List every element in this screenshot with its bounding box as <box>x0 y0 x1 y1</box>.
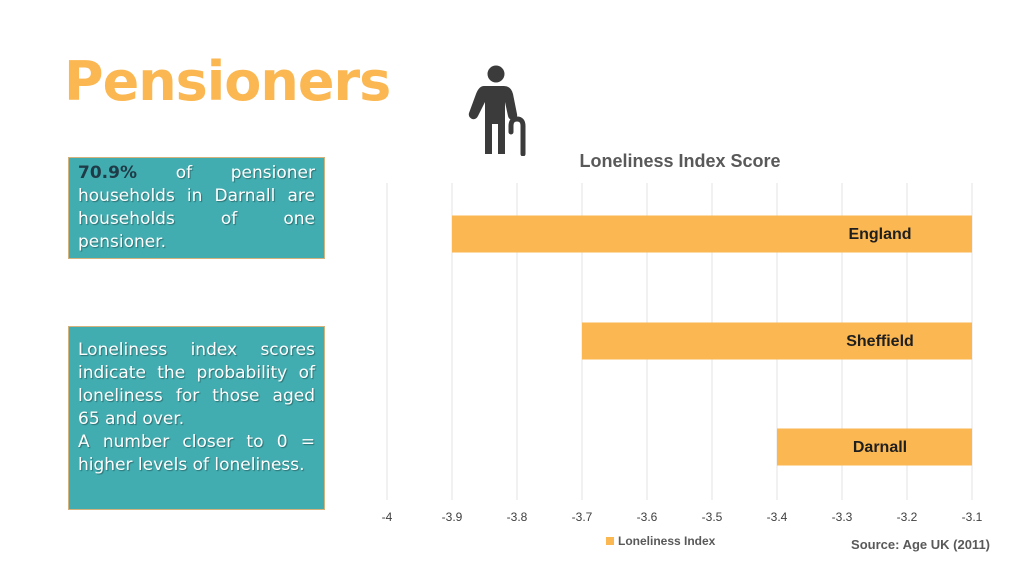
bar <box>582 322 972 360</box>
x-tick-label: -3.7 <box>572 510 593 524</box>
pensioner-households-info-box: 70.9% of pensioner households in Darnall… <box>68 157 325 259</box>
elderly-person-with-cane-icon <box>468 65 526 156</box>
bar-category-label: Sheffield <box>846 333 914 350</box>
source-note: Source: Age UK (2011) <box>851 537 990 552</box>
bar-category-label: Darnall <box>853 439 907 456</box>
bar-category-label: England <box>848 226 911 243</box>
legend-swatch <box>606 537 614 545</box>
x-tick-label: -3.8 <box>507 510 528 524</box>
x-tick-label: -4 <box>382 510 393 524</box>
x-tick-label: -3.6 <box>637 510 658 524</box>
loneliness-explanation-text: Loneliness index scores indicate the pro… <box>78 340 315 429</box>
bar <box>452 215 972 253</box>
chart-title: Loneliness Index Score <box>579 151 781 171</box>
x-tick-label: -3.9 <box>442 510 463 524</box>
loneliness-interpretation-text: A number closer to 0 = higher levels of … <box>78 432 315 475</box>
legend-label: Loneliness Index <box>618 534 716 548</box>
pensioner-percentage: 70.9% <box>78 163 137 183</box>
x-tick-label: -3.4 <box>767 510 788 524</box>
x-tick-label: -3.1 <box>962 510 983 524</box>
bar <box>777 428 972 466</box>
page-title: Pensioners <box>64 50 391 113</box>
x-tick-label: -3.2 <box>897 510 918 524</box>
loneliness-explanation-box: Loneliness index scores indicate the pro… <box>68 326 325 510</box>
pensioner-households-text: of pensioner households in Darnall are h… <box>78 163 315 252</box>
x-tick-label: -3.3 <box>832 510 853 524</box>
x-tick-label: -3.5 <box>702 510 723 524</box>
